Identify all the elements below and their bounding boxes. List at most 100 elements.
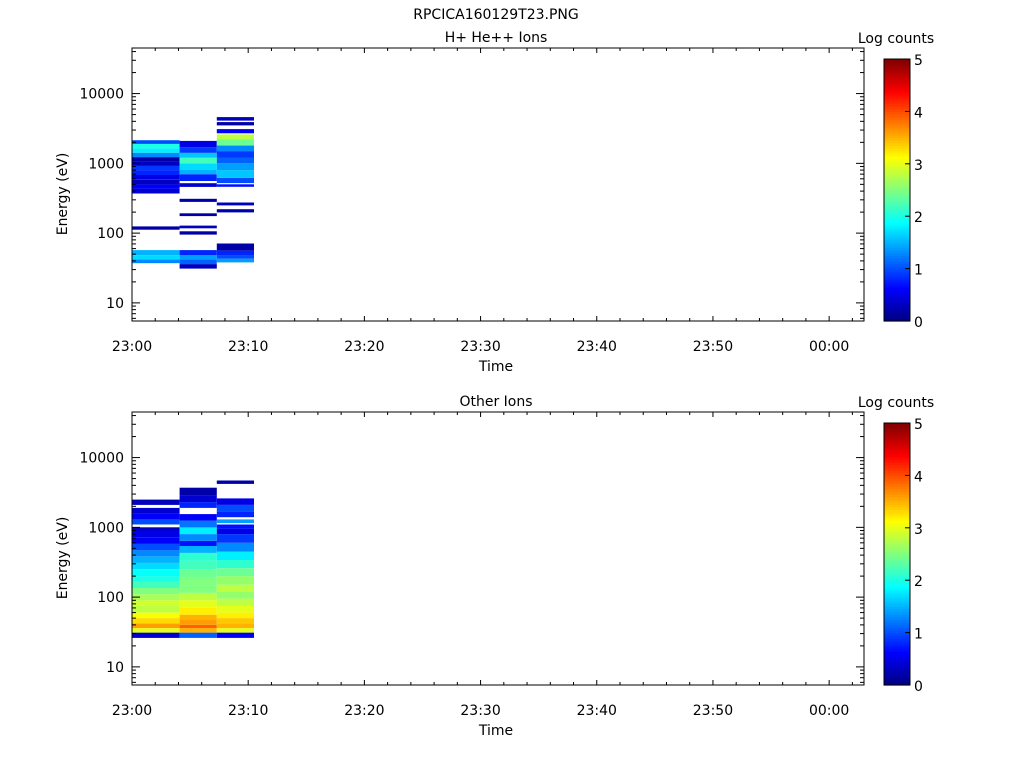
- colorbar-segment: [884, 100, 910, 105]
- colorbar-segment: [884, 179, 910, 183]
- colorbar-segment: [884, 297, 910, 301]
- colorbar-tick-label: 3: [914, 158, 923, 174]
- heatmap-cell: [179, 502, 217, 508]
- heatmap-cell: [132, 226, 180, 230]
- colorbar-tick-label: 2: [914, 574, 923, 590]
- heatmap-cell: [179, 259, 217, 265]
- colorbar-segment: [884, 517, 910, 521]
- colorbar-segment: [884, 216, 910, 220]
- colorbar-segment: [884, 72, 910, 76]
- colorbar-segment: [884, 470, 910, 474]
- heatmap-cell: [216, 524, 254, 529]
- heatmap-cell: [179, 546, 217, 553]
- colorbar-segment: [884, 540, 910, 545]
- heatmap-cell: [179, 560, 217, 570]
- colorbar-segment: [884, 237, 910, 241]
- colorbar-segment: [884, 467, 910, 471]
- x-tick-label: 23:10: [228, 339, 268, 355]
- colorbar-segment: [884, 158, 910, 162]
- colorbar-segment: [884, 318, 910, 322]
- colorbar-segment: [884, 669, 910, 673]
- colorbar-segment: [884, 598, 910, 602]
- heatmap-cell: [216, 576, 254, 585]
- colorbar-segment: [884, 459, 910, 463]
- colorbar-segment: [884, 114, 910, 118]
- heatmap-cell: [179, 255, 217, 260]
- colorbar-segment: [884, 551, 910, 555]
- y-tick-label: 1000: [88, 520, 124, 536]
- heatmap-cell: [216, 591, 254, 599]
- colorbar-segment: [884, 674, 910, 678]
- heatmap-cell: [216, 243, 254, 251]
- colorbar-segment: [884, 200, 910, 204]
- heatmap-cell: [216, 605, 254, 613]
- colorbar-segment: [884, 488, 910, 492]
- colorbar-segment: [884, 504, 910, 508]
- colorbar-segment: [884, 577, 910, 581]
- colorbar-segment: [884, 519, 910, 524]
- heatmap-cell: [179, 514, 217, 521]
- heatmap-cell: [179, 147, 217, 153]
- heatmap-cell: [216, 134, 254, 140]
- heatmap-cell: [179, 600, 217, 608]
- colorbar-segment: [884, 561, 910, 566]
- heatmap-cell: [179, 534, 217, 541]
- heatmap-cell: [132, 148, 180, 153]
- colorbar-segment: [884, 210, 910, 215]
- colorbar-segment: [884, 464, 910, 469]
- x-tick-label: 23:10: [228, 703, 268, 719]
- colorbar-segment: [884, 559, 910, 563]
- colorbar-segment: [884, 501, 910, 505]
- heatmap-cell: [132, 140, 180, 144]
- panel-other-ions: Other Ions 23:00 23:10 23:20 23:30 23:40 23:5…: [55, 394, 934, 739]
- colorbar-segment: [884, 111, 910, 115]
- colorbar-segment: [884, 485, 910, 490]
- heatmap-cell: [179, 152, 217, 158]
- heatmap-cell: [132, 588, 180, 595]
- colorbar-segment: [884, 567, 910, 571]
- colorbar-segment: [884, 601, 910, 605]
- y-tick-label: 10: [106, 660, 124, 676]
- heatmap-cell: [179, 577, 217, 586]
- heatmap-cell: [179, 140, 217, 148]
- colorbar-segment: [884, 588, 910, 592]
- colorbar-segment: [884, 169, 910, 173]
- x-tick-label: 23:20: [344, 339, 384, 355]
- colorbar-segment: [884, 150, 910, 154]
- colorbar-segment: [884, 148, 910, 152]
- colorbar-segment: [884, 640, 910, 644]
- colorbar-segment: [884, 491, 910, 495]
- colorbar-segment: [884, 443, 910, 448]
- colorbar-segment: [884, 142, 910, 147]
- colorbar-segment: [884, 574, 910, 579]
- colorbar-segment: [884, 493, 910, 497]
- colorbar-segment: [884, 132, 910, 136]
- colorbar-segment: [884, 74, 910, 78]
- heatmap-cell: [216, 163, 254, 171]
- colorbar-frame: [883, 58, 911, 322]
- colorbar-segment: [884, 593, 910, 597]
- colorbar-segment: [884, 498, 910, 503]
- colorbar-segment: [884, 252, 910, 257]
- colorbar-segment: [884, 69, 910, 73]
- y-tick-label: 1000: [88, 156, 124, 172]
- heatmap-cell: [216, 511, 254, 518]
- heatmap-cell: [216, 618, 254, 624]
- heatmap-cell: [216, 632, 254, 638]
- colorbar-segment: [884, 548, 910, 552]
- heatmap-cell: [179, 198, 217, 202]
- heatmap-cell: [216, 209, 254, 213]
- heatmap-cell: [216, 628, 254, 633]
- heatmap-cell: [179, 614, 217, 620]
- heatmap-cell: [179, 157, 217, 164]
- colorbar: 0 1 2 3 4 5: [883, 417, 923, 695]
- colorbar-segment: [884, 276, 910, 280]
- colorbar-segment: [884, 229, 910, 233]
- colorbar-segment: [884, 155, 910, 160]
- colorbar-segment: [884, 231, 910, 236]
- colorbar-segment: [884, 451, 910, 456]
- colorbar-segment: [884, 653, 910, 657]
- heatmap-cell: [179, 540, 217, 546]
- colorbar-segment: [884, 247, 910, 251]
